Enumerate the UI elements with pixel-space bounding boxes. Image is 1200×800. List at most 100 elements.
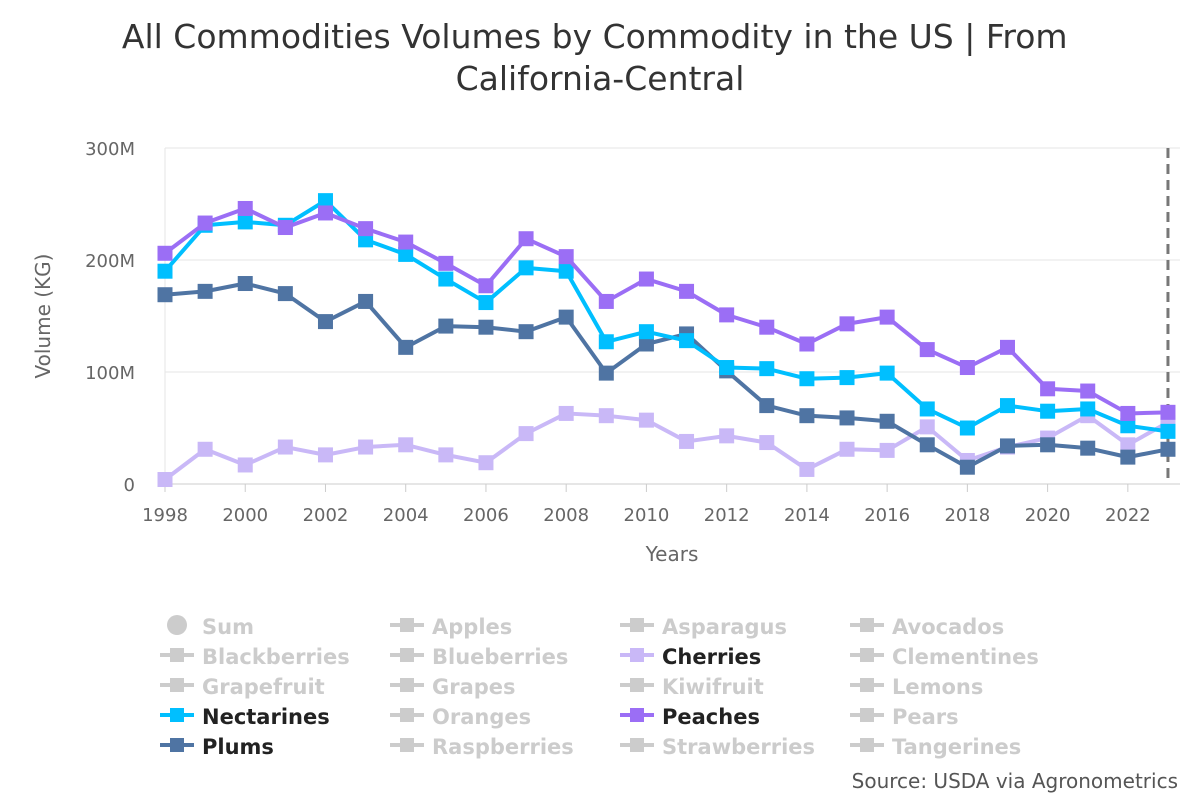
nectarines-point[interactable] [959, 420, 975, 436]
legend-item-kiwifruit[interactable]: Kiwifruit [620, 675, 764, 699]
cherries-point[interactable] [478, 455, 494, 471]
peaches-point[interactable] [759, 319, 775, 335]
cherries-point[interactable] [237, 457, 253, 473]
plums-point[interactable] [157, 287, 173, 303]
cherries-point[interactable] [799, 461, 815, 477]
cherries-point[interactable] [157, 472, 173, 488]
nectarines-point[interactable] [558, 263, 574, 279]
cherries-point[interactable] [518, 426, 534, 442]
peaches-point[interactable] [879, 309, 895, 325]
cherries-point[interactable] [759, 435, 775, 451]
cherries-point[interactable] [277, 439, 293, 455]
nectarines-point[interactable] [1160, 423, 1176, 439]
legend-item-clementines[interactable]: Clementines [850, 645, 1039, 669]
plums-point[interactable] [959, 459, 975, 475]
legend-item-strawberries[interactable]: Strawberries [620, 735, 815, 759]
plums-point[interactable] [197, 283, 213, 299]
nectarines-point[interactable] [478, 295, 494, 311]
nectarines-point[interactable] [598, 334, 614, 350]
cherries-point[interactable] [839, 441, 855, 457]
legend-item-nectarines[interactable]: Nectarines [160, 705, 330, 729]
cherries-point[interactable] [598, 408, 614, 424]
nectarines-point[interactable] [518, 260, 534, 276]
peaches-point[interactable] [839, 316, 855, 332]
legend-item-pears[interactable]: Pears [850, 705, 959, 729]
nectarines-point[interactable] [999, 398, 1015, 414]
plums-point[interactable] [237, 276, 253, 292]
peaches-point[interactable] [358, 221, 374, 237]
cherries-point[interactable] [197, 441, 213, 457]
peaches-point[interactable] [999, 339, 1015, 355]
peaches-point[interactable] [1160, 404, 1176, 420]
cherries-point[interactable] [679, 433, 695, 449]
nectarines-point[interactable] [839, 370, 855, 386]
plums-point[interactable] [438, 318, 454, 334]
peaches-point[interactable] [438, 255, 454, 271]
nectarines-point[interactable] [317, 193, 333, 209]
peaches-point[interactable] [237, 200, 253, 216]
peaches-point[interactable] [598, 293, 614, 309]
peaches-point[interactable] [518, 231, 534, 247]
nectarines-point[interactable] [919, 401, 935, 417]
legend-item-lemons[interactable]: Lemons [850, 675, 983, 699]
nectarines-point[interactable] [759, 361, 775, 377]
legend-item-blueberries[interactable]: Blueberries [390, 645, 568, 669]
peaches-point[interactable] [719, 307, 735, 323]
legend-item-grapefruit[interactable]: Grapefruit [160, 675, 325, 699]
plums-point[interactable] [799, 408, 815, 424]
peaches-point[interactable] [1040, 381, 1056, 397]
peaches-point[interactable] [478, 278, 494, 294]
plums-point[interactable] [638, 336, 654, 352]
nectarines-point[interactable] [1080, 401, 1096, 417]
peaches-point[interactable] [959, 360, 975, 376]
cherries-point[interactable] [438, 447, 454, 463]
legend-item-oranges[interactable]: Oranges [390, 705, 531, 729]
legend-item-blackberries[interactable]: Blackberries [160, 645, 350, 669]
nectarines-point[interactable] [438, 271, 454, 287]
cherries-point[interactable] [398, 437, 414, 453]
legend-item-avocados[interactable]: Avocados [850, 615, 1004, 639]
peaches-point[interactable] [799, 336, 815, 352]
peaches-point[interactable] [1080, 383, 1096, 399]
plums-point[interactable] [1120, 449, 1136, 465]
nectarines-point[interactable] [719, 360, 735, 376]
legend-item-asparagus[interactable]: Asparagus [620, 615, 787, 639]
peaches-point[interactable] [157, 245, 173, 261]
plums-point[interactable] [398, 339, 414, 355]
plums-point[interactable] [1040, 437, 1056, 453]
nectarines-point[interactable] [1120, 418, 1136, 434]
cherries-point[interactable] [1120, 437, 1136, 453]
plums-point[interactable] [1080, 440, 1096, 456]
cherries-point[interactable] [358, 439, 374, 455]
cherries-point[interactable] [719, 428, 735, 444]
peaches-point[interactable] [558, 249, 574, 265]
legend-item-cherries[interactable]: Cherries [620, 645, 761, 669]
peaches-point[interactable] [679, 283, 695, 299]
legend-item-peaches[interactable]: Peaches [620, 705, 760, 729]
cherries-point[interactable] [879, 442, 895, 458]
plums-point[interactable] [598, 365, 614, 381]
nectarines-point[interactable] [1040, 403, 1056, 419]
nectarines-point[interactable] [638, 324, 654, 340]
cherries-point[interactable] [317, 447, 333, 463]
legend-item-sum[interactable]: Sum [167, 615, 254, 639]
cherries-point[interactable] [558, 405, 574, 421]
plums-point[interactable] [999, 438, 1015, 454]
cherries-point[interactable] [638, 412, 654, 428]
peaches-point[interactable] [919, 342, 935, 358]
plums-point[interactable] [558, 309, 574, 325]
peaches-point[interactable] [317, 205, 333, 221]
nectarines-point[interactable] [679, 333, 695, 349]
plums-point[interactable] [879, 413, 895, 429]
plums-point[interactable] [759, 398, 775, 414]
nectarines-point[interactable] [157, 263, 173, 279]
plums-point[interactable] [478, 319, 494, 335]
nectarines-point[interactable] [237, 214, 253, 230]
plums-point[interactable] [1160, 441, 1176, 457]
plums-point[interactable] [518, 324, 534, 340]
peaches-point[interactable] [1120, 405, 1136, 421]
nectarines-point[interactable] [879, 365, 895, 381]
plums-point[interactable] [358, 293, 374, 309]
plums-point[interactable] [317, 314, 333, 330]
legend-item-grapes[interactable]: Grapes [390, 675, 516, 699]
